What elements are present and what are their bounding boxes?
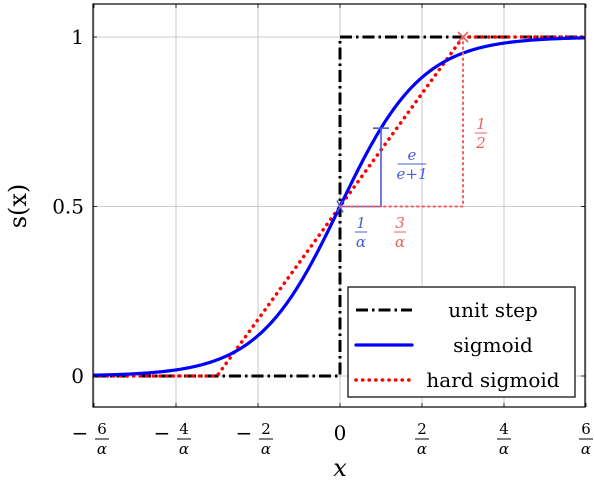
x-tick-sign: − [154,421,171,445]
x-tick-den: α [581,440,591,458]
label-three-over-alpha: 3α [393,214,407,251]
x-tick-num: 6 [581,420,591,438]
x-tick-num: 2 [417,420,427,438]
x-tick-label: 2α [415,420,429,458]
x-tick-den: α [417,440,427,458]
x-tick-label: 4α [497,420,511,458]
label-e-over-e-plus-one: ee+1 [397,146,428,183]
legend-label-unit-step: unit step [448,298,538,322]
label-one-half-den: 2 [475,134,486,152]
x-tick-label: 6α [579,420,593,458]
y-tick-label: 0.5 [52,195,84,219]
y-axis-label: s(x) [4,184,32,229]
x-tick-num: 4 [499,420,509,438]
label-one-half-num: 1 [476,115,486,133]
legend-label-hard-sigmoid: hard sigmoid [426,368,559,392]
plot-frame [92,3,586,408]
hard-sigmoid-slope-guide [339,36,464,208]
x-tick-num: 2 [261,420,271,438]
x-tick-label: 0 [334,421,347,445]
x-tick-num: 6 [97,420,107,438]
x-tick-sign: − [72,421,89,445]
label-three-over-alpha-den: α [395,233,405,251]
label-one-over-alpha-den: α [356,233,366,251]
label-e-over-e-plus-one-num: e [408,146,417,164]
x-tick-sign: − [236,421,253,445]
y-tick-label: 0 [71,364,84,388]
x-tick-label: −2 α [236,420,273,458]
label-one-half: 12 [474,115,488,152]
legend-box [347,286,576,398]
hard-sigmoid-corner-mark [457,31,469,43]
x-tick-label: −4 α [154,420,191,458]
x-tick-den: α [261,440,271,458]
x-tick-num: 4 [179,420,189,438]
label-e-over-e-plus-one-den: e+1 [397,165,428,183]
x-tick-den: α [97,440,107,458]
x-tick-den: α [499,440,509,458]
label-three-over-alpha-num: 3 [395,214,405,232]
label-one-over-alpha-num: 1 [356,214,366,232]
legend: unit step sigmoid hard sigmoid [347,286,576,398]
x-tick-den: α [179,440,189,458]
legend-label-sigmoid: sigmoid [453,333,533,357]
x-axis-label: x [333,454,347,482]
x-tick-label: −6 α [72,420,109,458]
label-one-over-alpha: 1α [354,214,368,251]
y-tick-label: 1 [71,25,84,49]
